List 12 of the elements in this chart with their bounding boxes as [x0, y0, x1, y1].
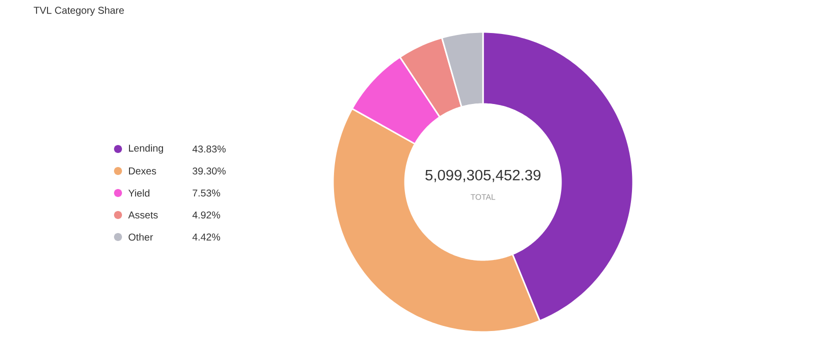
- legend-label: Lending: [129, 144, 164, 154]
- data-label: 39.30%: [192, 167, 226, 175]
- legend-label: Dexes: [129, 168, 156, 174]
- data-label: 4.42%: [192, 233, 220, 241]
- legend-label: Other: [128, 233, 153, 241]
- data-label: 4.92%: [192, 211, 220, 219]
- legend-label: Assets: [128, 212, 158, 218]
- chart-title: TVL Category Share: [34, 6, 124, 16]
- legend-label: Yield: [128, 189, 150, 197]
- data-label: 7.53%: [192, 189, 220, 197]
- text: 5,099,305,452.39: [425, 170, 540, 182]
- data-label: 43.83%: [192, 145, 226, 153]
